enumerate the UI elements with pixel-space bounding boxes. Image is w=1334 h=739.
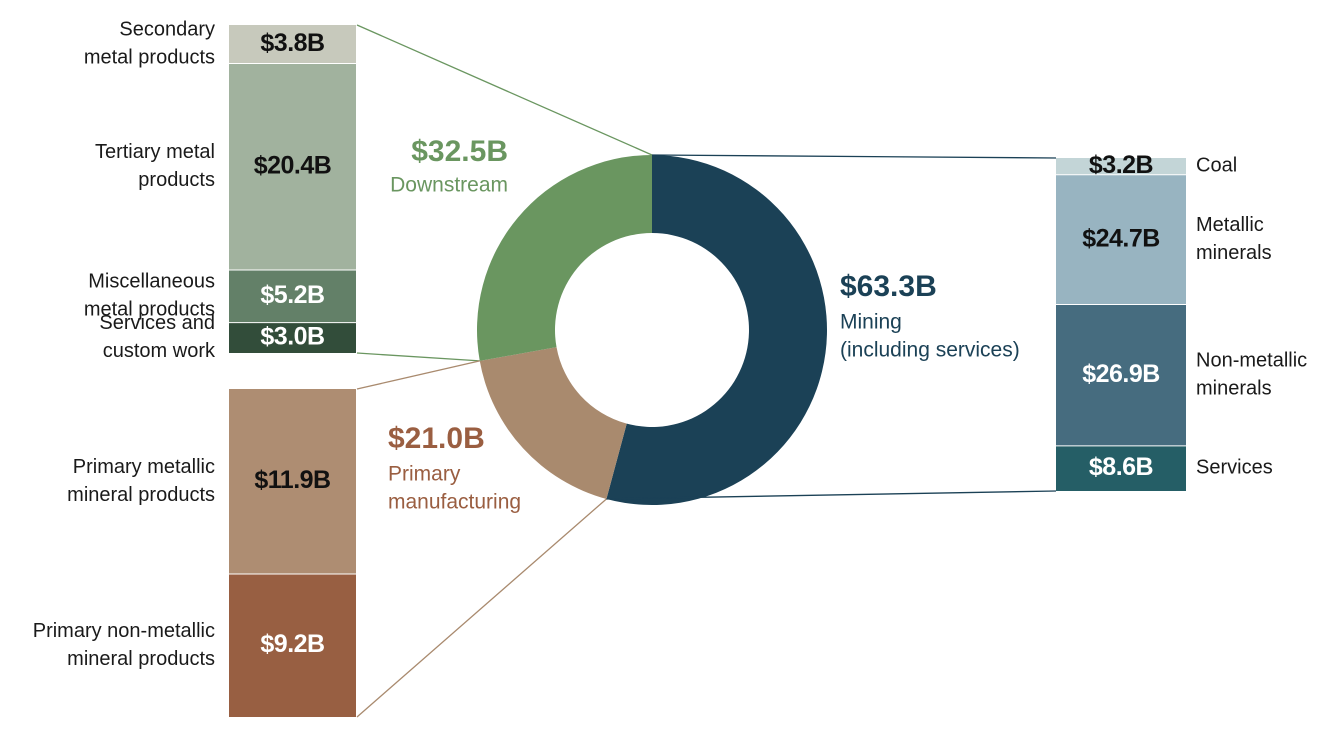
bar-segment-primary-0	[229, 389, 356, 574]
donut-slice-downstream	[477, 155, 652, 361]
category-label-mining-2: minerals	[1196, 377, 1272, 399]
data-label-downstream-2: $5.2B	[260, 281, 324, 309]
segment-name-mining: (including services)	[840, 339, 1020, 362]
category-label-downstream-1: products	[138, 169, 215, 191]
segment-value-downstream: $32.5B	[411, 135, 508, 168]
category-label-downstream-2: metal products	[84, 299, 215, 321]
donut-slice-primary	[479, 347, 627, 499]
segment-name-mining: Mining	[840, 311, 902, 334]
data-label-mining-3: $8.6B	[1089, 453, 1153, 481]
category-label-primary-1: Primary non-metallic	[33, 620, 215, 642]
category-label-mining-1: Metallic	[1196, 214, 1264, 236]
data-label-mining-2: $26.9B	[1082, 360, 1160, 388]
category-label-downstream-3: Services and	[99, 312, 215, 334]
category-label-primary-0: Primary metallic	[73, 456, 215, 478]
bar-segment-downstream-1	[229, 63, 356, 270]
category-label-primary-1: mineral products	[67, 648, 215, 670]
category-label-primary-0: mineral products	[67, 484, 215, 506]
category-label-mining-1: minerals	[1196, 242, 1272, 264]
segment-name-downstream: Downstream	[390, 174, 508, 197]
data-label-primary-0: $11.9B	[254, 466, 330, 494]
donut-slice-mining	[606, 155, 828, 506]
data-label-mining-1: $24.7B	[1082, 224, 1160, 252]
category-label-mining-3: Services	[1196, 457, 1273, 479]
category-label-mining-0: Coal	[1196, 155, 1237, 177]
category-label-downstream-1: Tertiary metal	[95, 141, 215, 163]
connector-mining-top	[651, 154, 1057, 159]
bar-segment-mining-0	[1056, 158, 1186, 175]
connector-downstream-bottom	[356, 352, 480, 362]
category-label-downstream-0: metal products	[84, 47, 215, 69]
data-label-primary-1: $9.2B	[260, 630, 324, 658]
bar-segment-mining-3	[1056, 445, 1186, 491]
connector-mining-bottom	[606, 490, 1057, 500]
data-label-downstream-3: $3.0B	[260, 322, 324, 350]
segment-name-primary: manufacturing	[388, 491, 521, 514]
bar-segment-primary-1	[229, 573, 356, 717]
connector-primary-bottom	[356, 498, 607, 718]
bar-segment-downstream-2	[229, 269, 356, 323]
segment-value-primary: $21.0B	[388, 422, 485, 455]
category-label-mining-2: Non-metallic	[1196, 349, 1307, 371]
connector-downstream-top	[356, 24, 653, 156]
segment-value-mining: $63.3B	[840, 270, 937, 303]
data-label-downstream-0: $3.8B	[260, 29, 324, 57]
data-label-downstream-1: $20.4B	[254, 151, 332, 179]
bar-segment-downstream-3	[229, 322, 356, 353]
connector-primary-top	[356, 360, 480, 390]
bar-segment-mining-2	[1056, 304, 1186, 446]
category-label-downstream-2: Miscellaneous	[88, 271, 215, 293]
bar-segment-mining-1	[1056, 174, 1186, 305]
segment-name-primary: Primary	[388, 463, 461, 486]
category-label-downstream-3: custom work	[103, 340, 216, 362]
bar-segment-downstream-0	[229, 25, 356, 64]
category-label-downstream-0: Secondary	[119, 19, 215, 41]
